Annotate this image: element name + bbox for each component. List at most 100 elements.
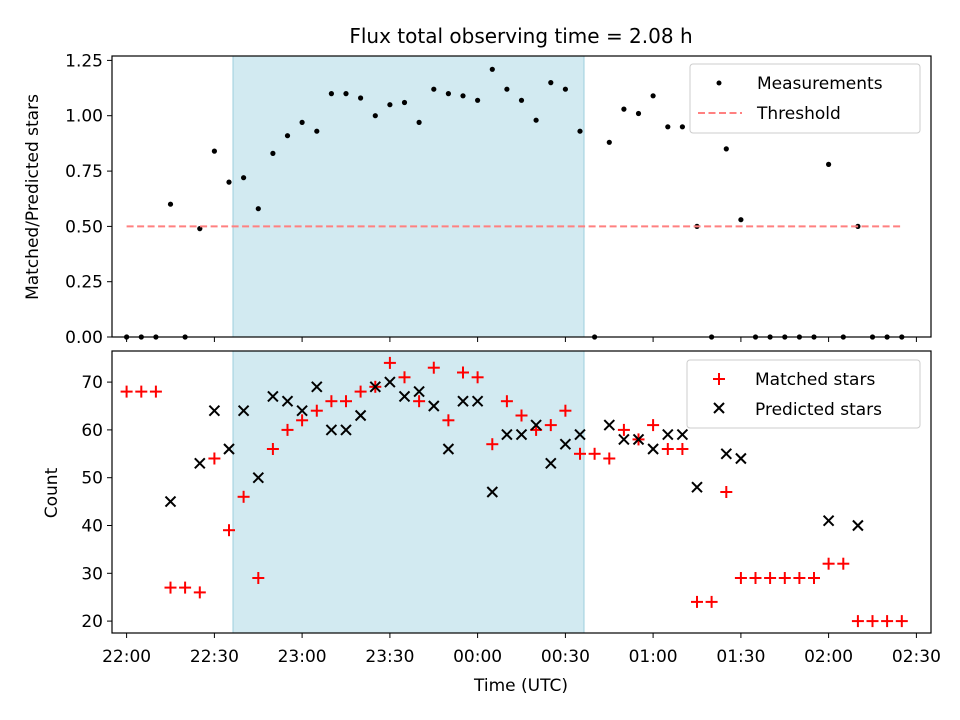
predicted-star-point <box>164 495 177 508</box>
predicted-star-point <box>354 409 367 422</box>
matched-star-point <box>837 557 850 570</box>
top-axes-frame <box>111 55 932 338</box>
bottom-x-ticks: 22:00 22:30 23:00 23:30 00:00 00:30 01:00 01:30… <box>102 633 941 667</box>
matched-star-point <box>793 572 806 584</box>
matched-star-point <box>135 385 148 398</box>
top-y-axis-label: Matched/Predicted stars <box>23 94 43 300</box>
matched-star-point <box>179 581 192 594</box>
predicted-star-point <box>296 404 308 417</box>
matched-star-point <box>617 423 630 436</box>
legend-measurements-label: Measurements <box>757 74 883 94</box>
matched-star-point <box>383 356 396 369</box>
matched-star-point <box>515 409 528 422</box>
predicted-star-point <box>515 428 528 441</box>
predicted-star-point <box>194 457 206 470</box>
top-x-ticks <box>126 337 917 342</box>
predicted-star-point <box>340 424 352 436</box>
measurement-point <box>416 119 422 125</box>
predicted-star-point <box>676 428 689 441</box>
bottom-legend: Matched stars Predicted stars <box>686 359 921 429</box>
matched-star-point <box>354 385 367 398</box>
measurement-point <box>328 91 334 97</box>
measurement-point <box>606 139 612 145</box>
x-tick-label: 02:30 <box>892 647 941 667</box>
matched-star-point <box>720 486 733 498</box>
matched-star-point <box>471 371 484 384</box>
bottom-y-ticks: 20 30 40 50 60 70 <box>81 373 112 632</box>
predicted-star-point <box>208 404 221 417</box>
x-tick-label: 22:30 <box>190 647 239 667</box>
predicted-star-point <box>545 457 557 470</box>
matched-star-point <box>237 490 250 503</box>
measurement-point <box>489 66 495 72</box>
predicted-star-point <box>852 519 864 532</box>
matched-star-point <box>574 447 586 460</box>
measurement-point <box>738 217 744 223</box>
measurement-point <box>358 95 364 101</box>
bottom-y-tick-label: 30 <box>81 564 103 584</box>
bottom-y-axis-label: Count <box>42 467 62 518</box>
measurement-point <box>401 99 408 106</box>
matched-star-point <box>325 395 338 408</box>
predicted-star-point <box>384 376 396 388</box>
predicted-star-point <box>559 438 572 450</box>
top-y-tick-label: 0.50 <box>65 217 103 237</box>
top-y-tick-label: 1.25 <box>65 51 103 71</box>
matched-star-point <box>164 581 177 594</box>
predicted-star-point <box>647 443 659 455</box>
legend-threshold-label: Threshold <box>756 104 841 124</box>
matched-star-point <box>895 615 908 628</box>
chart-title: Flux total observing time = 2.08 h <box>349 24 692 48</box>
matched-star-point <box>310 404 323 417</box>
matched-star-point <box>647 419 660 432</box>
matched-star-point <box>457 366 469 379</box>
predicted-star-point <box>223 443 235 455</box>
x-tick-label: 23:00 <box>278 647 327 667</box>
bottom-axes-frame <box>111 350 932 634</box>
top-shaded-region <box>233 56 584 337</box>
x-tick-label: 01:30 <box>716 647 765 667</box>
measurement-point <box>241 175 247 181</box>
measurement-point <box>650 93 656 99</box>
predicted-star-point <box>530 419 542 431</box>
predicted-star-point <box>603 419 616 431</box>
measurement-point <box>314 128 320 134</box>
matched-star-point <box>340 395 352 408</box>
measurement-point <box>284 133 291 139</box>
matched-star-point <box>442 414 455 427</box>
matched-star-point <box>266 443 279 455</box>
matched-star-point <box>603 452 616 465</box>
measurement-point <box>299 119 305 125</box>
top-marks <box>124 66 905 340</box>
predicted-star-point <box>691 481 703 493</box>
predicted-star-point <box>822 514 835 527</box>
x-tick-label: 01:00 <box>629 647 678 667</box>
predicted-star-point <box>311 381 323 393</box>
measurement-point <box>679 124 686 130</box>
measurement-point <box>518 97 525 103</box>
predicted-star-point <box>428 400 440 412</box>
measurement-point <box>226 179 232 185</box>
predicted-star-point <box>457 395 469 407</box>
matched-star-point <box>808 572 820 584</box>
measurement-point <box>635 110 642 117</box>
matched-star-point <box>149 385 162 398</box>
predicted-star-point <box>252 471 265 484</box>
predicted-star-point <box>501 428 513 441</box>
matched-star-point <box>500 395 513 408</box>
matched-star-point <box>749 572 762 584</box>
predicted-star-point <box>325 424 338 436</box>
measurement-point <box>577 128 583 134</box>
predicted-star-point <box>632 433 645 446</box>
measurement-point <box>460 93 466 99</box>
legend-predicted-label: Predicted stars <box>755 400 882 420</box>
x-tick-label: 00:00 <box>453 647 502 667</box>
predicted-star-point <box>662 428 674 441</box>
predicted-star-point <box>369 381 382 393</box>
matched-star-point <box>588 447 601 460</box>
measurement-point <box>211 148 217 154</box>
matched-star-point <box>661 443 674 455</box>
predicted-star-point <box>618 433 630 446</box>
bottom-marks <box>120 356 908 628</box>
matched-star-point <box>866 615 879 628</box>
